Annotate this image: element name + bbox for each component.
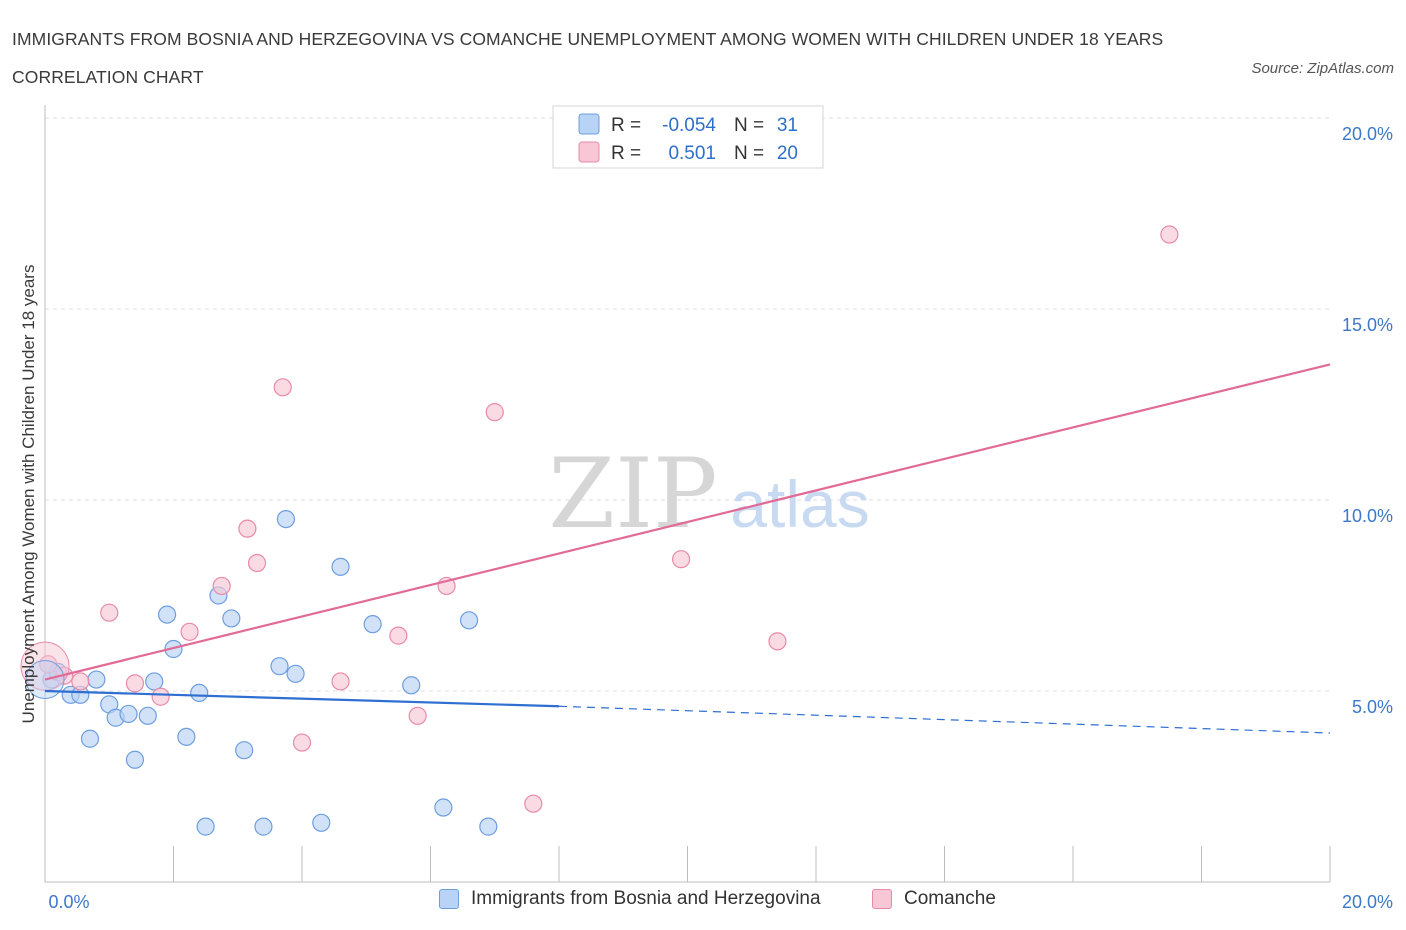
stats-n-value-2: 20	[777, 143, 798, 164]
point-comanche-19	[768, 632, 787, 651]
point-comanche-8	[238, 519, 257, 538]
y-tick-label-1: 10.0%	[1342, 506, 1393, 526]
point-comanche-large	[20, 641, 70, 691]
point-comanche-18	[671, 550, 691, 569]
point-bosnia-9	[125, 750, 145, 769]
point-comanche-14	[408, 706, 427, 725]
trend-lines	[44, 363, 1331, 734]
point-bosnia-23	[286, 664, 305, 683]
point-comanche-9	[247, 553, 267, 573]
point-comanche-5	[151, 687, 170, 706]
stats-legend-swatch-blue	[578, 113, 600, 135]
x-tick-labels: 0.0% 20.0%	[48, 892, 1393, 912]
stats-legend-swatch-pink	[578, 141, 600, 163]
trend-line-bosnia-extension	[558, 705, 1331, 734]
chart-source: Source: ZipAtlas.com	[1251, 60, 1394, 77]
point-bosnia-12	[157, 605, 177, 624]
point-bosnia-5	[87, 670, 106, 689]
point-comanche-20	[1160, 225, 1179, 244]
point-bosnia-20	[254, 817, 273, 836]
stats-r-value-2: 0.501	[668, 143, 716, 164]
point-comanche-11	[292, 733, 312, 752]
watermark-zip: ZIP	[548, 438, 717, 550]
legend-label-bosnia: Immigrants from Bosnia and Herzegovina	[471, 888, 821, 909]
point-bosnia-28	[434, 798, 453, 817]
point-comanche-2	[71, 672, 90, 691]
chart-title: IMMIGRANTS FROM BOSNIA AND HERZEGOVINA V…	[12, 29, 1164, 87]
point-bosnia-11	[145, 672, 164, 691]
point-bosnia-16	[196, 817, 215, 836]
point-comanche-3	[100, 603, 119, 622]
legend-label-comanche: Comanche	[904, 888, 996, 909]
point-bosnia-27	[402, 676, 421, 695]
y-tick-label-3: 20.0%	[1342, 124, 1393, 144]
y-tick-label-2: 15.0%	[1342, 315, 1393, 335]
point-bosnia-19	[235, 741, 254, 760]
point-bosnia-21	[270, 657, 289, 676]
stats-n-label-2: N =	[734, 143, 764, 164]
y-tick-labels: 5.0% 10.0% 15.0% 20.0%	[1342, 124, 1393, 717]
point-bosnia-25	[331, 557, 350, 576]
point-bosnia-14	[177, 727, 196, 746]
x-axis-ticks	[173, 846, 1331, 882]
point-bosnia-4	[80, 729, 100, 748]
trend-line-comanche	[44, 363, 1331, 681]
legend-swatch-comanche	[872, 889, 892, 909]
stats-r-label-1: R =	[611, 115, 641, 136]
legend-item-comanche: Comanche	[872, 888, 996, 910]
stats-legend: R = -0.054 N = 31 R = 0.501 N = 20	[552, 105, 824, 169]
point-comanche-10	[273, 378, 292, 397]
legend-swatch-bosnia	[439, 889, 459, 909]
point-bosnia-22	[276, 509, 296, 529]
point-comanche-17	[524, 794, 543, 813]
stats-n-label-1: N =	[734, 115, 764, 136]
point-comanche-16	[485, 403, 504, 422]
point-comanche-7	[212, 576, 231, 596]
point-bosnia-24	[312, 813, 331, 832]
legend-item-bosnia: Immigrants from Bosnia and Herzegovina	[439, 888, 821, 910]
stats-r-label-2: R =	[611, 143, 641, 164]
point-bosnia-26	[363, 615, 382, 634]
stats-n-value-1: 31	[777, 115, 798, 136]
x-tick-label-0: 0.0%	[48, 892, 89, 912]
trend-line-bosnia	[44, 689, 560, 708]
y-tick-label-0: 5.0%	[1352, 697, 1393, 717]
point-bosnia-29	[459, 611, 479, 630]
point-comanche-13	[389, 626, 408, 645]
x-tick-label-1: 20.0%	[1342, 892, 1393, 912]
point-bosnia-30	[479, 817, 498, 836]
stats-r-value-1: -0.054	[662, 115, 716, 136]
point-bosnia-15	[190, 683, 209, 703]
point-bosnia-8	[119, 704, 138, 724]
watermark-atlas: atlas	[730, 467, 869, 541]
point-bosnia-10	[138, 706, 157, 725]
point-comanche-12	[331, 672, 350, 691]
watermark: ZIP atlas	[548, 438, 869, 550]
point-comanche-6	[180, 622, 199, 641]
point-comanche-4	[125, 674, 145, 693]
y-axis-label: Unemployment Among Women with Children U…	[19, 265, 38, 724]
grid-lines	[45, 117, 1330, 692]
point-bosnia-18	[222, 609, 241, 628]
